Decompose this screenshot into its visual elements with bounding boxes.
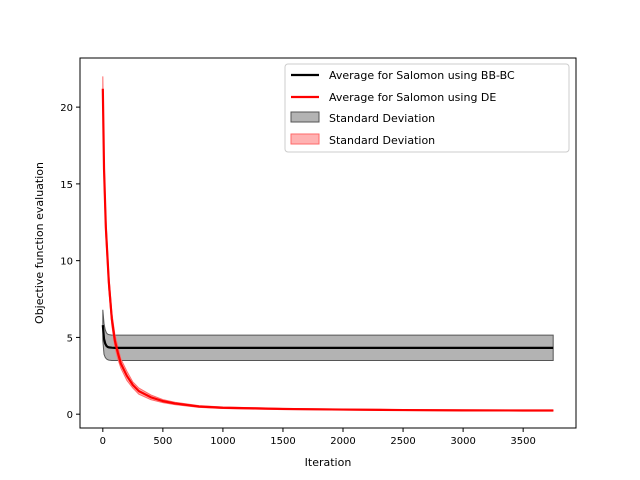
std-band-0 — [102, 309, 554, 361]
y-tick-label: 10 — [60, 257, 73, 268]
legend-label-de: Average for Salomon using DE — [329, 91, 496, 104]
legend-label-std-gray: Standard Deviation — [329, 112, 435, 125]
x-tick-label: 2000 — [330, 436, 355, 447]
x-axis: 0 500 1000 1500 2000 2500 3000 3500 — [100, 428, 536, 447]
y-tick-label: 5 — [67, 333, 73, 344]
legend-label-std-red: Standard Deviation — [329, 134, 435, 147]
x-tick-label: 0 — [100, 436, 106, 447]
legend-swatch-std-red — [290, 133, 320, 145]
plot-frame — [79, 57, 577, 429]
x-tick-label: 500 — [153, 436, 172, 447]
x-tick-label: 3500 — [510, 436, 535, 447]
x-tick-label: 2500 — [390, 436, 415, 447]
y-axis: 0 5 10 15 20 — [60, 103, 80, 421]
series-lines — [101, 88, 554, 412]
legend-label-bbbc: Average for Salomon using BB-BC — [329, 69, 515, 82]
y-axis-title: Objective function evaluation — [33, 162, 46, 324]
y-tick-label: 20 — [60, 103, 73, 114]
series-line-0 — [101, 325, 554, 349]
legend: Average for Salomon using BB-BC Average … — [284, 63, 570, 153]
x-tick-label: 1000 — [210, 436, 235, 447]
legend-swatch-std-gray — [290, 111, 320, 123]
series-line-1 — [101, 88, 554, 412]
y-tick-label: 0 — [67, 410, 73, 421]
x-tick-label: 3000 — [450, 436, 475, 447]
y-tick-label: 15 — [60, 180, 73, 191]
x-tick-label: 1500 — [270, 436, 295, 447]
legend-frame — [284, 63, 570, 153]
x-axis-title: Iteration — [305, 456, 352, 469]
